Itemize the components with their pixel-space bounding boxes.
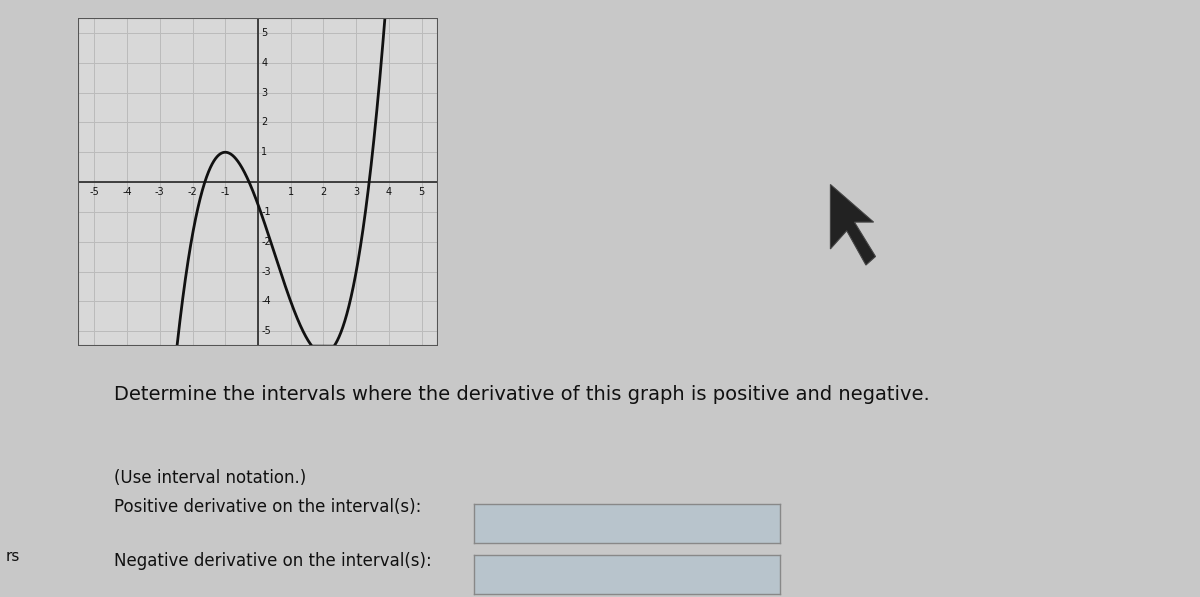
Text: -3: -3 (262, 267, 271, 276)
Text: (Use interval notation.): (Use interval notation.) (114, 469, 306, 487)
Text: 4: 4 (262, 58, 268, 67)
Text: -4: -4 (122, 187, 132, 196)
Text: 1: 1 (288, 187, 294, 196)
Text: Negative derivative on the interval(s):: Negative derivative on the interval(s): (114, 552, 432, 570)
Text: 5: 5 (262, 28, 268, 38)
Text: -4: -4 (262, 297, 271, 306)
Polygon shape (830, 184, 876, 265)
Text: 3: 3 (353, 187, 359, 196)
Text: 1: 1 (262, 147, 268, 157)
Text: 2: 2 (262, 118, 268, 127)
Text: -1: -1 (262, 207, 271, 217)
Text: -2: -2 (187, 187, 198, 196)
Text: -2: -2 (262, 237, 271, 247)
Text: -5: -5 (90, 187, 100, 196)
Text: 5: 5 (419, 187, 425, 196)
Text: -5: -5 (262, 327, 271, 336)
Text: rs: rs (6, 549, 20, 564)
Text: 4: 4 (386, 187, 392, 196)
Text: -3: -3 (155, 187, 164, 196)
Text: -1: -1 (221, 187, 230, 196)
Text: 2: 2 (320, 187, 326, 196)
Text: 3: 3 (262, 88, 268, 97)
Text: Determine the intervals where the derivative of this graph is positive and negat: Determine the intervals where the deriva… (114, 385, 930, 404)
Text: Positive derivative on the interval(s):: Positive derivative on the interval(s): (114, 498, 421, 516)
